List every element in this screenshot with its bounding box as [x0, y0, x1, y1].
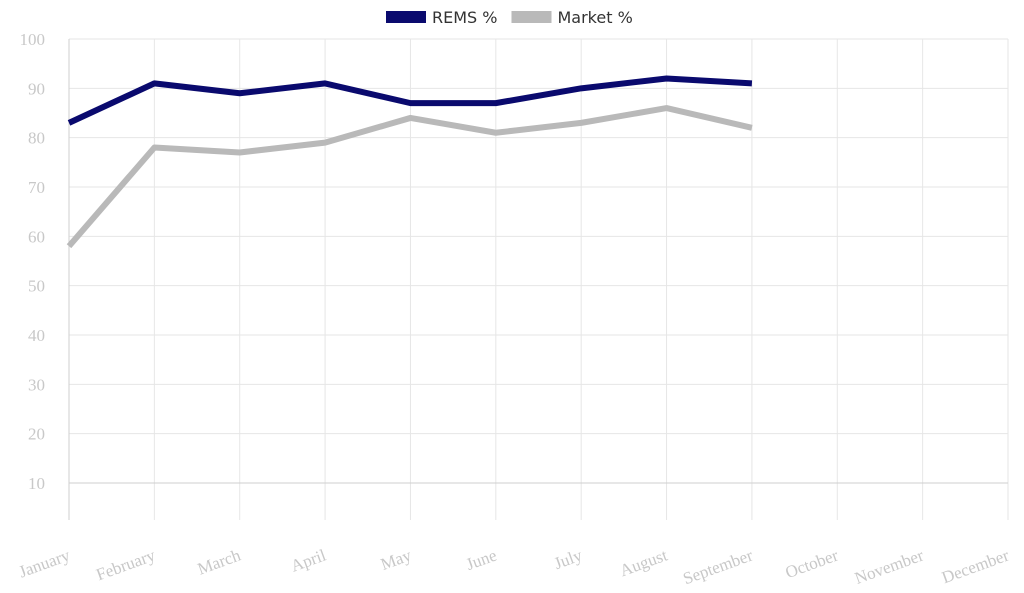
y-tick-label: 60 — [28, 227, 45, 246]
x-tick-label: December — [939, 545, 1011, 587]
y-tick-label: 30 — [28, 375, 45, 394]
y-tick-label: 70 — [28, 178, 45, 197]
x-tick-label: February — [94, 545, 159, 584]
y-tick-label: 10 — [28, 474, 45, 493]
series-line — [67, 75, 753, 126]
y-tick-label: 40 — [28, 326, 45, 345]
x-tick-label: May — [378, 545, 414, 574]
x-tick-label: October — [783, 545, 841, 582]
x-tick-label: July — [551, 545, 585, 573]
y-tick-label: 100 — [20, 30, 46, 49]
legend-swatch — [511, 11, 552, 23]
x-tick-label: November — [852, 545, 926, 588]
x-tick-label: January — [16, 545, 73, 581]
series-line — [66, 105, 753, 249]
x-tick-label: April — [288, 545, 328, 575]
y-tick-label: 20 — [28, 425, 45, 444]
y-tick-label: 80 — [28, 129, 45, 148]
y-tick-label: 90 — [28, 79, 45, 98]
x-tick-label: September — [681, 545, 756, 588]
y-tick-label: 50 — [28, 277, 45, 296]
legend-swatch — [386, 11, 426, 23]
x-tick-label: June — [463, 546, 499, 575]
legend-label: REMS % — [432, 8, 497, 27]
legend-label: Market % — [557, 8, 632, 27]
x-tick-label: August — [617, 545, 670, 580]
x-tick-label: March — [195, 545, 244, 578]
